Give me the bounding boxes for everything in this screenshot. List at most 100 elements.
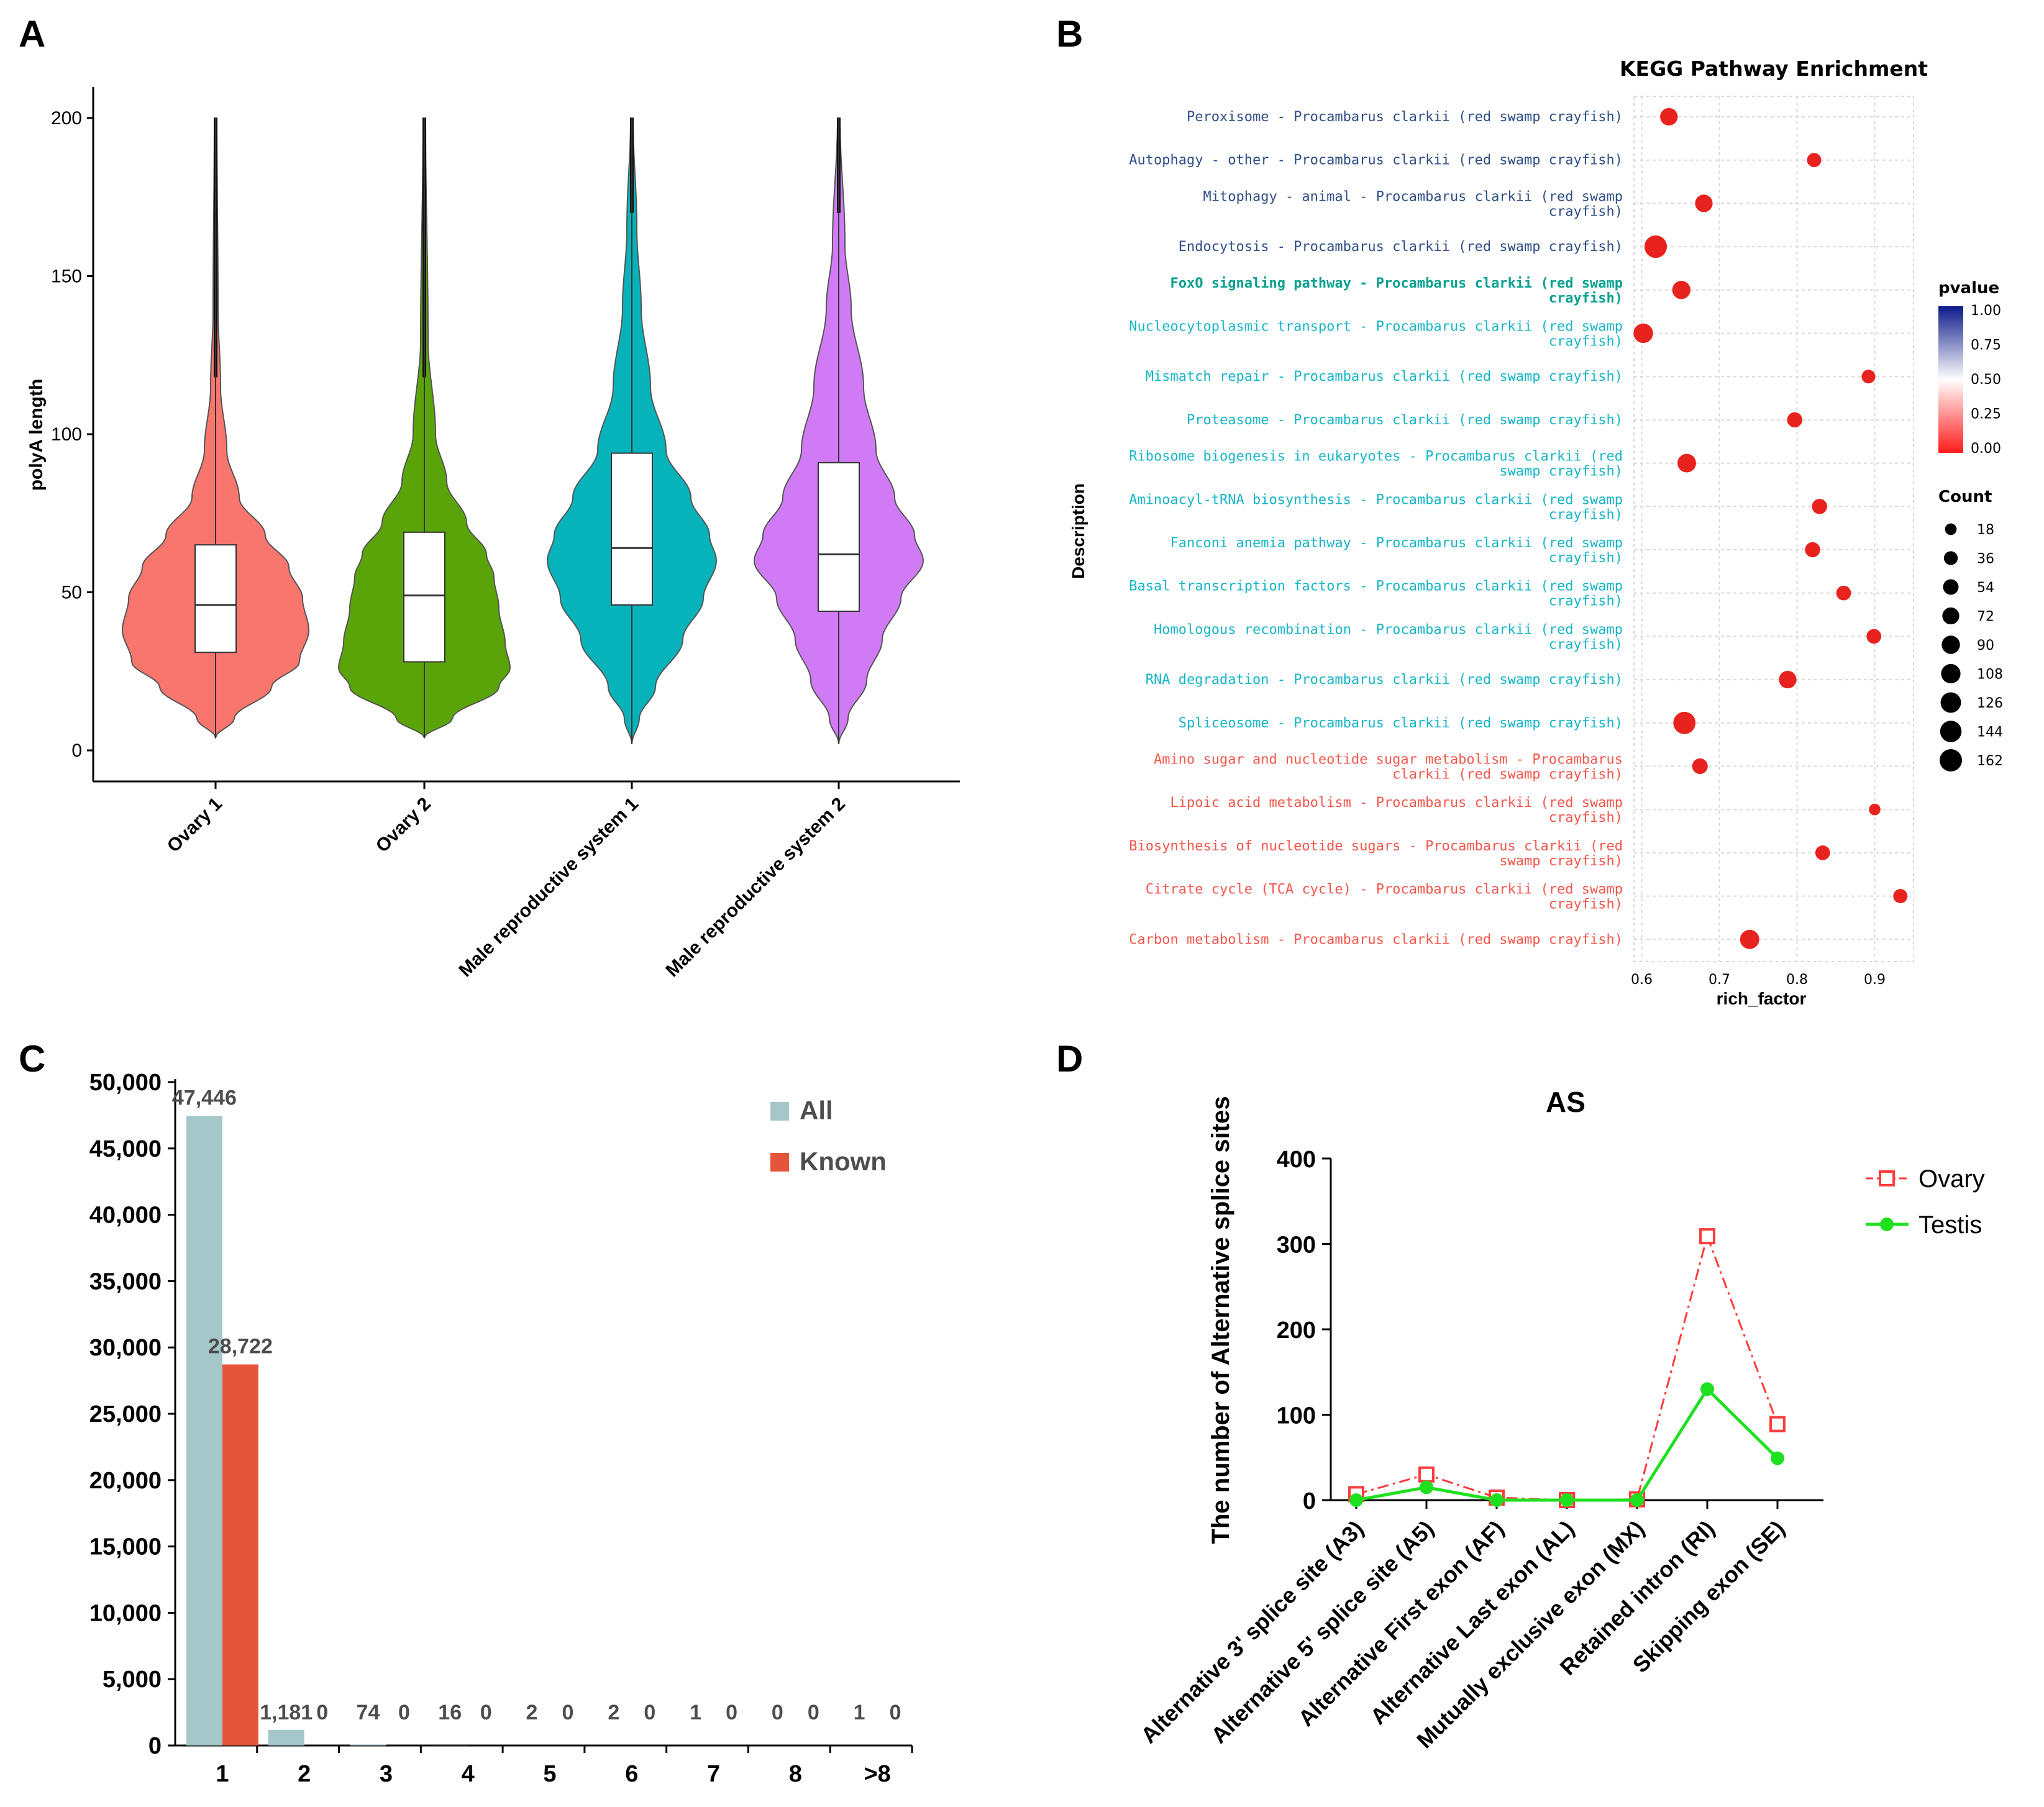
panel-a-y-tick-label: 100 (51, 424, 82, 445)
pathway-label: Endocytosis - Procambarus clarkii (red s… (1179, 239, 1623, 255)
pathway-dot (1779, 670, 1797, 689)
panel-c-x-tick-label: 6 (625, 1761, 638, 1787)
count-legend-label: 144 (1977, 725, 2003, 740)
pvalue-colorbar (1938, 306, 1963, 453)
pathway-dot (1633, 323, 1653, 344)
panel-d-y-axis-title: The number of Alternative splice sites (1207, 1096, 1234, 1544)
count-legend-label: 18 (1977, 522, 1994, 538)
pathway-dot (1866, 629, 1882, 644)
count-legend-label: 90 (1977, 638, 1994, 653)
pathway-label: RNA degradation - Procambarus clarkii (r… (1146, 672, 1623, 688)
bar-value-label: 0 (890, 1701, 901, 1724)
panel-letter-a: A (19, 13, 45, 55)
pathway-label: Aminoacyl-tRNA biosynthesis - Procambaru… (1129, 492, 1623, 508)
pathway-dot (1805, 542, 1820, 558)
bar-value-label: 2 (526, 1701, 538, 1724)
pathway-label: FoxO signaling pathway - Procambarus cla… (1170, 276, 1623, 291)
pvalue-legend-tick: 1.00 (1971, 303, 2001, 319)
panel-a-x-tick-label: Ovary 1 (163, 794, 226, 857)
testis-marker (1700, 1382, 1714, 1396)
count-legend-dot (1940, 721, 1962, 742)
count-legend-dot (1945, 523, 1957, 535)
testis-marker (1771, 1451, 1784, 1465)
bar-value-label: 0 (644, 1701, 655, 1724)
panel-d-y-tick-label: 300 (1277, 1232, 1316, 1259)
legend-label-all: All (800, 1096, 833, 1125)
pathway-label: Basal transcription factors - Procambaru… (1129, 579, 1623, 594)
count-legend-dot (1942, 607, 1960, 625)
bar-value-label: 0 (316, 1701, 328, 1724)
count-legend-label: 162 (1977, 753, 2003, 769)
panel-d-y-tick-label: 400 (1277, 1147, 1316, 1173)
count-legend-label: 72 (1977, 609, 1994, 625)
legend-marker-ovary (1879, 1170, 1895, 1186)
legend-label-testis: Testis (1919, 1211, 1982, 1239)
testis-marker (1560, 1493, 1574, 1507)
bar-all (350, 1744, 386, 1746)
pvalue-legend-tick: 0.00 (1971, 441, 2001, 457)
testis-marker (1420, 1480, 1433, 1495)
pathway-label-continued: swamp crayfish) (1499, 853, 1623, 869)
panel-c-bar-chart: 0 5,000 10,000 15,000 20,000 25,000 30,000 35,0… (89, 1070, 913, 1787)
pathway-dot (1740, 929, 1759, 949)
pathway-label-continued: crayfish) (1549, 334, 1623, 350)
panel-a-y-tick-label: 50 (62, 583, 82, 603)
panel-b-x-tick-label: 0.7 (1709, 972, 1730, 988)
pathway-dot (1692, 758, 1708, 775)
legend-swatch-all (770, 1102, 789, 1121)
panel-c-y-tick-label: 0 (148, 1733, 162, 1759)
pathway-label: Fanconi anemia pathway - Procambarus cla… (1170, 535, 1623, 551)
bar-value-label: 0 (562, 1701, 574, 1724)
pathway-label: Mismatch repair - Procambarus clarkii (r… (1146, 369, 1623, 385)
panel-c-y-tick-label: 20,000 (89, 1468, 162, 1494)
bar-value-label: 0 (726, 1701, 737, 1724)
box-plot (403, 531, 445, 663)
count-legend-label: 54 (1977, 580, 1994, 596)
pathway-dot (1644, 235, 1668, 258)
count-legend-dot (1940, 749, 1962, 772)
pathway-label: Lipoic acid metabolism - Procambarus cla… (1170, 795, 1623, 811)
panel-letter-c: C (19, 1038, 45, 1080)
panel-b-y-axis-title: Description (1069, 483, 1088, 579)
pathway-label: Homologous recombination - Procambarus c… (1154, 622, 1623, 637)
bar-value-label: 16 (438, 1701, 462, 1724)
pvalue-legend-tick: 0.50 (1971, 372, 2001, 388)
pathway-label: Carbon metabolism - Procambarus clarkii … (1129, 932, 1623, 947)
pvalue-legend-title: pvalue (1938, 279, 1999, 298)
box-plot (818, 462, 860, 612)
pathway-dot (1836, 585, 1851, 601)
pathway-label: Amino sugar and nucleotide sugar metabol… (1154, 752, 1623, 768)
bar-value-label: 74 (357, 1701, 380, 1724)
bar-value-label: 1 (854, 1701, 865, 1724)
pathway-dot (1787, 412, 1802, 428)
panel-c-y-tick-label: 50,000 (89, 1070, 162, 1096)
panel-a-y-tick-label: 0 (71, 740, 82, 761)
box-plot (611, 452, 653, 606)
panel-c-y-tick-label: 5,000 (103, 1667, 162, 1693)
legend-marker-testis (1880, 1218, 1894, 1231)
pathway-label: Ribosome biogenesis in eukaryotes - Proc… (1129, 449, 1623, 465)
bar-value-label: 0 (808, 1701, 819, 1724)
count-legend-dot (1941, 635, 1960, 654)
panel-c-x-tick-label: 2 (298, 1761, 311, 1787)
panel-letter-d: D (1056, 1038, 1083, 1080)
panel-b-x-tick-label: 0.9 (1864, 972, 1886, 988)
bar-value-label: 28,722 (208, 1334, 273, 1358)
bar-value-label: 1 (690, 1701, 701, 1724)
pathway-dot (1861, 370, 1876, 384)
panel-a-x-tick-label: Male reproductive system 2 (662, 794, 849, 981)
pathway-label-continued: crayfish) (1549, 594, 1623, 609)
bar-value-label: 0 (398, 1701, 410, 1724)
legend-label-known: Known (800, 1147, 887, 1176)
panel-c-x-tick-label: 3 (380, 1761, 393, 1787)
panel-a-x-tick-label: Ovary 2 (372, 794, 435, 857)
panel-c-x-tick-label: 5 (543, 1761, 556, 1787)
pathway-label-continued: swamp crayfish) (1499, 464, 1623, 480)
pathway-dot (1893, 889, 1908, 904)
pathway-label: Proteasome - Procambarus clarkii (red sw… (1187, 412, 1623, 428)
panel-b-x-tick-label: 0.8 (1786, 972, 1808, 988)
pathway-label: Nucleocytoplasmic transport - Procambaru… (1129, 319, 1623, 335)
panel-c-y-tick-label: 15,000 (89, 1534, 162, 1560)
panel-b-kegg-chart: KEGG Pathway Enrichment Description rich… (1069, 57, 2003, 1008)
